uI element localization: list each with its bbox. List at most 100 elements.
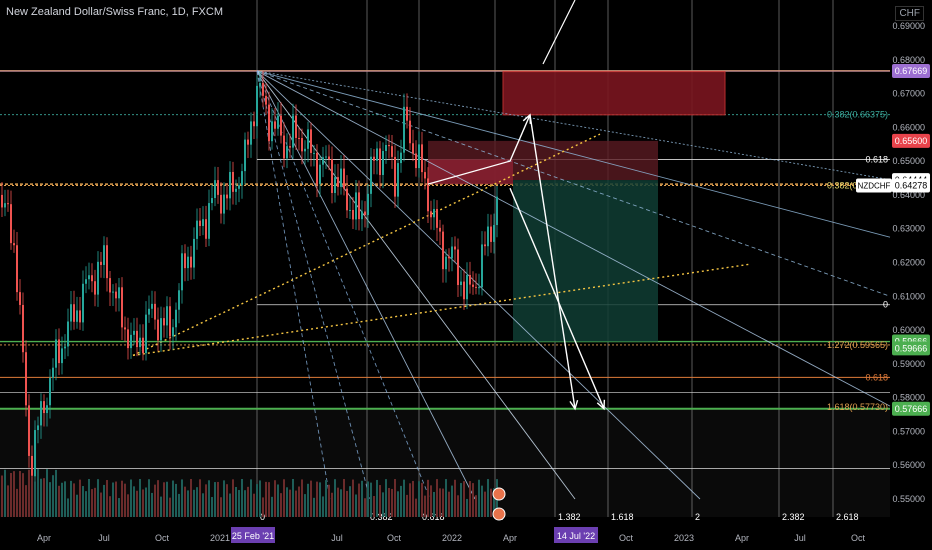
candle-body: [439, 227, 441, 232]
candle-body: [133, 330, 135, 335]
volume-bar: [118, 498, 120, 517]
volume-bar: [115, 481, 117, 517]
candle-body: [457, 249, 459, 286]
time-tick: Oct: [851, 533, 866, 543]
candle-body: [4, 203, 6, 208]
candle-body: [145, 314, 147, 354]
candle-body: [103, 245, 105, 265]
arrow-top: [542, 0, 576, 65]
candle-body: [163, 318, 165, 326]
event-marker: [492, 507, 506, 521]
fan-line: [256, 70, 891, 238]
volume-bar: [283, 479, 285, 517]
volume-bar: [76, 494, 78, 517]
volume-bar: [481, 485, 483, 517]
volume-bar: [271, 496, 273, 517]
volume-bar: [256, 484, 258, 517]
volume-bar: [430, 485, 432, 517]
candle-body: [340, 168, 342, 187]
candle-body: [217, 180, 219, 195]
candle-body: [19, 292, 21, 305]
volume-bar: [460, 483, 462, 517]
volume-bar: [298, 486, 300, 517]
fan-line: [256, 70, 701, 500]
candle-body: [199, 220, 201, 226]
volume-bar: [280, 493, 282, 517]
candle-body: [442, 231, 444, 270]
volume-bar: [304, 494, 306, 517]
candle-body: [7, 203, 9, 205]
price-tick: 0.63000: [892, 224, 925, 234]
volume-bar: [232, 479, 234, 517]
volume-bar: [313, 497, 315, 517]
volume-bar: [310, 480, 312, 517]
candle-body: [151, 303, 153, 309]
candle-body: [16, 245, 18, 293]
candle-body: [265, 95, 267, 105]
candle-body: [364, 211, 366, 215]
volume-bar: [478, 479, 480, 517]
candle-body: [97, 261, 99, 295]
volume-bar: [364, 498, 366, 517]
candle-body: [169, 306, 171, 337]
volume-bar: [253, 493, 255, 517]
volume-bar: [274, 480, 276, 517]
candle-body: [208, 203, 210, 239]
volume-bar: [85, 491, 87, 517]
price-tag-text: 0.67669: [895, 66, 928, 76]
volume-bar: [346, 490, 348, 517]
time-tick: Jul: [794, 533, 806, 543]
volume-bar: [13, 471, 15, 517]
candle-body: [121, 287, 123, 328]
fan-line: [256, 70, 891, 181]
volume-bar: [400, 485, 402, 517]
volume-bar: [355, 494, 357, 517]
price-tick: 0.58000: [892, 393, 925, 403]
volume-bar: [472, 483, 474, 517]
time-tick: Apr: [37, 533, 51, 543]
candle-body: [157, 319, 159, 341]
volume-bar: [40, 478, 42, 517]
candle-body: [469, 274, 471, 285]
volume-bar: [409, 483, 411, 517]
volume-bar: [292, 479, 294, 517]
volume-bar: [178, 493, 180, 517]
volume-bar: [490, 488, 492, 517]
supply-zone: [502, 71, 726, 116]
volume-bar: [466, 498, 468, 517]
volume-bar: [241, 479, 243, 517]
volume-bar: [484, 491, 486, 517]
candle-body: [109, 278, 111, 293]
volume-bar: [436, 479, 438, 517]
candle-body: [79, 310, 81, 323]
candle-body: [277, 115, 279, 129]
volume-bar: [211, 497, 213, 517]
candle-body: [37, 425, 39, 431]
volume-bar: [247, 486, 249, 517]
volume-bar: [361, 480, 363, 517]
candle-body: [334, 177, 336, 193]
volume-bar: [166, 481, 168, 517]
volume-bar: [307, 483, 309, 517]
candle-body: [403, 106, 405, 153]
volume-bar: [388, 487, 390, 517]
volume-bar: [385, 479, 387, 517]
volume-bar: [394, 479, 396, 517]
volume-bar: [316, 481, 318, 517]
volume-bar: [94, 487, 96, 517]
volume-bar: [172, 480, 174, 517]
candle-body: [82, 283, 84, 323]
candle-body: [67, 321, 69, 347]
volume-bar: [112, 482, 114, 517]
time-tick: Oct: [387, 533, 402, 543]
volume-bar: [250, 479, 252, 517]
arrow-down-1-head: [569, 399, 579, 411]
time-tick: Jul: [331, 533, 343, 543]
candle-body: [466, 274, 468, 300]
candle-body: [70, 304, 72, 322]
currency-label[interactable]: CHF: [895, 6, 924, 21]
candle-body: [373, 156, 375, 161]
candle-body: [409, 120, 411, 144]
candle-body: [205, 219, 207, 239]
